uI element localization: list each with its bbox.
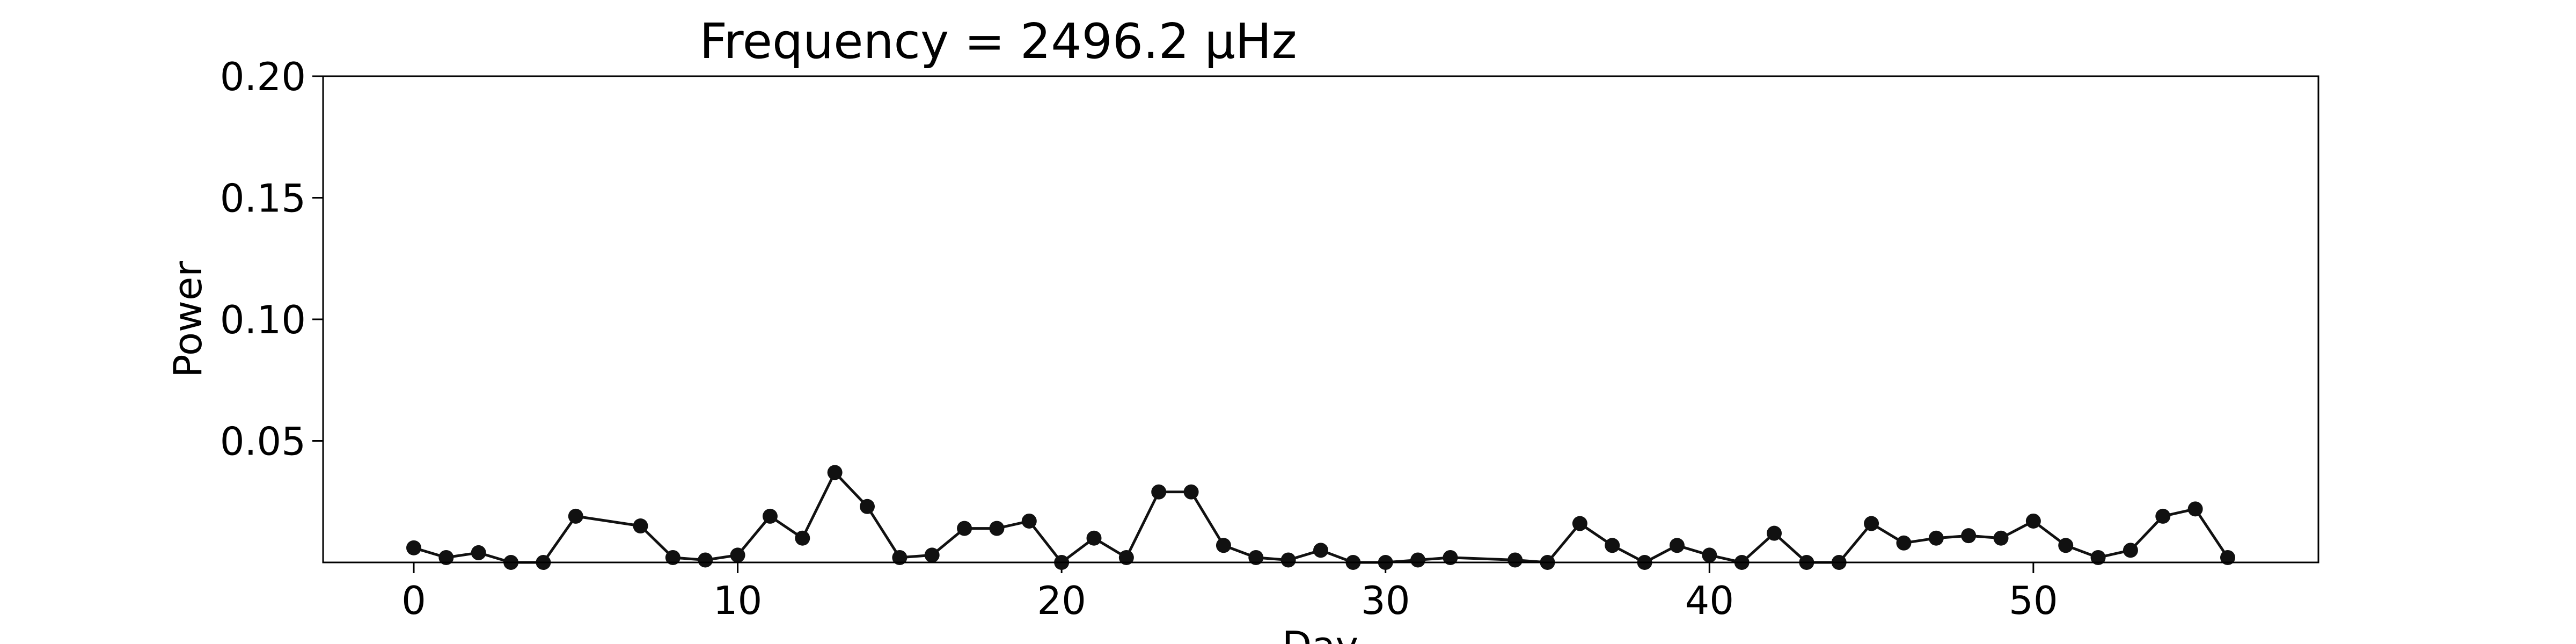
data-point xyxy=(860,499,875,514)
data-point xyxy=(1605,538,1620,553)
data-series xyxy=(406,465,2235,570)
data-point xyxy=(438,550,454,565)
data-point xyxy=(2155,508,2171,524)
data-point xyxy=(1410,552,1426,568)
x-tick-label: 0 xyxy=(401,578,426,623)
data-point xyxy=(1086,530,1102,546)
x-tick-label: 20 xyxy=(1037,578,1086,623)
data-point xyxy=(1443,550,1458,565)
data-point xyxy=(2058,538,2074,553)
data-point xyxy=(698,552,713,568)
data-point xyxy=(1767,525,1782,541)
x-tick-label: 50 xyxy=(2009,578,2058,623)
y-axis-label: Power xyxy=(165,261,210,378)
data-point xyxy=(1021,513,1037,529)
data-point xyxy=(1118,550,1134,565)
data-point xyxy=(406,540,421,555)
data-point xyxy=(633,518,648,534)
data-point xyxy=(2220,550,2235,565)
data-point xyxy=(1572,516,1587,531)
data-point xyxy=(1864,516,1879,531)
data-point xyxy=(892,550,908,565)
data-point xyxy=(1216,538,1231,553)
data-point xyxy=(1928,530,1944,546)
x-tick-label: 30 xyxy=(1361,578,1410,623)
data-point xyxy=(1151,484,1167,500)
x-axis-label: Day xyxy=(1282,623,1358,644)
data-point xyxy=(2025,513,2041,529)
data-point xyxy=(1507,552,1523,568)
plot-area-frame xyxy=(322,75,2319,564)
chart-title: Frequency = 2496.2 μHz xyxy=(699,13,1297,70)
data-point xyxy=(795,530,810,546)
x-tick-label: 40 xyxy=(1685,578,1734,623)
y-axis-ticks: 0.05 0.10 0.15 0.20 xyxy=(220,54,323,464)
data-point xyxy=(1961,528,1977,544)
y-tick-label: 0.10 xyxy=(220,297,306,342)
data-point xyxy=(2090,550,2106,565)
data-point xyxy=(1669,538,1685,553)
data-point xyxy=(1248,550,1264,565)
data-point xyxy=(989,521,1005,536)
data-point xyxy=(2187,501,2203,517)
data-point xyxy=(1183,484,1199,500)
data-point xyxy=(924,547,940,563)
data-point xyxy=(1313,543,1328,558)
data-point xyxy=(730,547,745,563)
y-tick-label: 0.05 xyxy=(220,419,306,464)
y-tick-label: 0.20 xyxy=(220,54,306,99)
data-point xyxy=(1702,547,1717,563)
data-point xyxy=(1896,535,1912,551)
data-point xyxy=(471,545,486,560)
y-tick-label: 0.15 xyxy=(220,176,306,221)
data-point xyxy=(2123,543,2138,558)
data-point xyxy=(665,550,680,565)
data-point xyxy=(827,465,843,480)
data-point xyxy=(957,521,972,536)
data-point xyxy=(762,508,778,524)
x-tick-label: 10 xyxy=(713,578,763,623)
data-point xyxy=(1993,530,2009,546)
x-axis-ticks: 0 10 20 30 40 50 xyxy=(401,562,2058,623)
data-point xyxy=(568,508,583,524)
data-point xyxy=(1280,552,1296,568)
